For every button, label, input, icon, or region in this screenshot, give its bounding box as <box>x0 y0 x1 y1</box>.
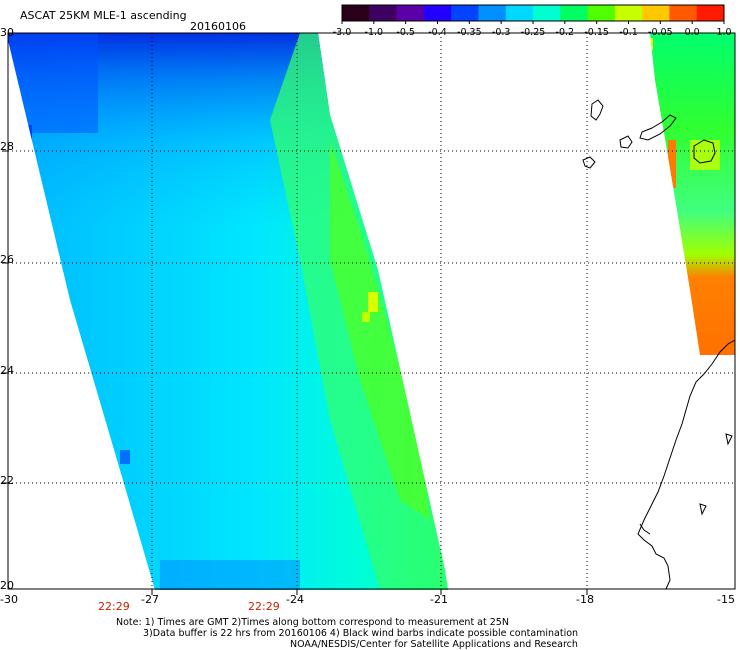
map-frame <box>7 32 736 590</box>
colorbar-label: -0.15 <box>584 27 609 38</box>
colorbar-label: -0.4 <box>428 27 447 38</box>
colorbar-segment <box>614 5 643 21</box>
colorbar-label: -0.25 <box>521 27 546 38</box>
colorbar-label: -0.05 <box>648 27 673 38</box>
swath-right <box>650 33 735 355</box>
colorbar-segment <box>669 5 698 21</box>
colorbar-label: -0.2 <box>556 27 575 38</box>
lat-lon-grid <box>8 33 735 589</box>
note-line-2: 3)Data buffer is 22 hrs from 20160106 4)… <box>143 628 579 639</box>
axis-ticks <box>2 150 588 595</box>
x-label-minus15: -15 <box>717 593 735 606</box>
colorbar-segment <box>342 5 370 21</box>
colorbar-label: -1.0 <box>365 27 384 38</box>
note-line-3: NOAA/NESDIS/Center for Satellite Applica… <box>290 639 578 650</box>
time-label-2: 22:29 <box>248 600 280 613</box>
y-label-26: 26 <box>0 253 14 266</box>
swath-left <box>8 33 448 590</box>
colorbar-label: 0.0 <box>685 27 700 38</box>
colorbar-segment <box>696 5 725 21</box>
colorbar-segment <box>533 5 561 21</box>
y-label-24: 24 <box>0 364 14 377</box>
note-line-1: Note: 1) Times are GMT 2)Times along bot… <box>116 617 509 628</box>
colorbar-segment <box>369 5 398 21</box>
colorbar-segment <box>423 5 452 21</box>
colorbar-label: -0.1 <box>619 27 638 38</box>
coastline <box>582 99 736 590</box>
colorbar-segment <box>396 5 425 21</box>
colorbar-label: -0.3 <box>492 27 511 38</box>
colorbar-label: -0.35 <box>457 27 482 38</box>
product-date: 20160106 <box>190 20 246 33</box>
y-label-20: 20 <box>0 579 14 592</box>
y-label-30: 30 <box>0 26 14 39</box>
product-title: ASCAT 25KM MLE-1 ascending <box>20 9 187 22</box>
colorbar-segment <box>478 5 507 21</box>
x-label-minus27: -27 <box>141 593 159 606</box>
x-label-minus18: -18 <box>576 593 594 606</box>
x-label-minus21: -21 <box>430 593 448 606</box>
x-label-minus24: -24 <box>286 593 304 606</box>
y-label-28: 28 <box>0 140 14 153</box>
colorbar-label: 1.0 <box>716 27 731 38</box>
colorbar-segment <box>505 5 534 21</box>
time-label-1: 22:29 <box>98 600 130 613</box>
colorbar-segment <box>587 5 616 21</box>
colorbar-label: -0.5 <box>396 27 415 38</box>
colorbar-segment <box>451 5 479 21</box>
colorbar-label: -3.0 <box>333 27 352 38</box>
colorbar-segment <box>560 5 589 21</box>
colorbar-segment <box>642 5 670 21</box>
x-label-minus30: -30 <box>0 593 18 606</box>
colorbar: -3.0 -1.0 -0.5 -0.4 -0.35 -0.3 -0.25 -0.2 -0.15-… <box>333 4 732 38</box>
y-label-22: 22 <box>0 474 14 487</box>
